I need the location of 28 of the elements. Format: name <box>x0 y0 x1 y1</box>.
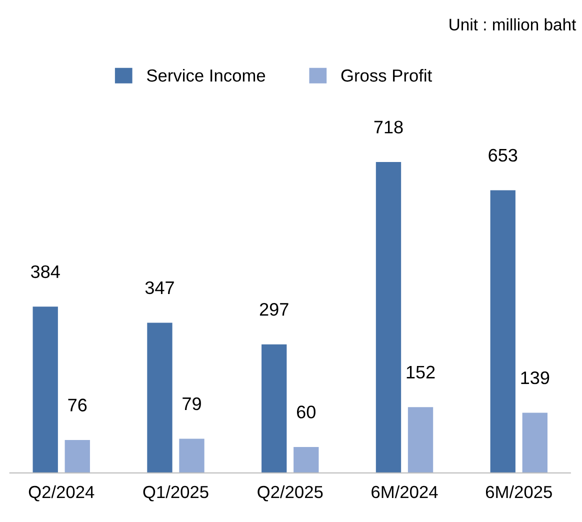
x-tick-label: 6M/2024 <box>372 485 438 498</box>
data-label: 152 <box>406 366 435 379</box>
x-tick-label: 6M/2025 <box>486 485 552 498</box>
text: Unit : million baht <box>450 18 576 31</box>
bar <box>179 438 204 473</box>
legend-label: Service Income <box>146 68 266 82</box>
data-label: 79 <box>182 397 201 410</box>
data-label: 60 <box>297 406 316 418</box>
bar <box>408 407 434 473</box>
bar <box>262 344 287 473</box>
bar <box>490 190 516 473</box>
x-tick-label: Q1/2025 <box>143 485 208 502</box>
bar <box>294 446 319 473</box>
data-label: 347 <box>145 281 174 294</box>
data-label: 139 <box>521 371 550 384</box>
bar <box>147 322 172 473</box>
legend-label: Gross Profit <box>341 68 432 82</box>
data-label: 718 <box>374 120 403 134</box>
x-tick-label: Q2/2025 <box>258 485 323 502</box>
bar <box>32 306 58 473</box>
data-label: 384 <box>30 265 60 278</box>
data-label: 653 <box>488 148 518 162</box>
x-tick-label: Q2/2024 <box>28 485 94 502</box>
data-label: 76 <box>68 398 87 412</box>
bar <box>64 440 90 473</box>
bar <box>522 412 548 473</box>
bar <box>376 162 402 473</box>
data-label: 297 <box>260 302 288 316</box>
